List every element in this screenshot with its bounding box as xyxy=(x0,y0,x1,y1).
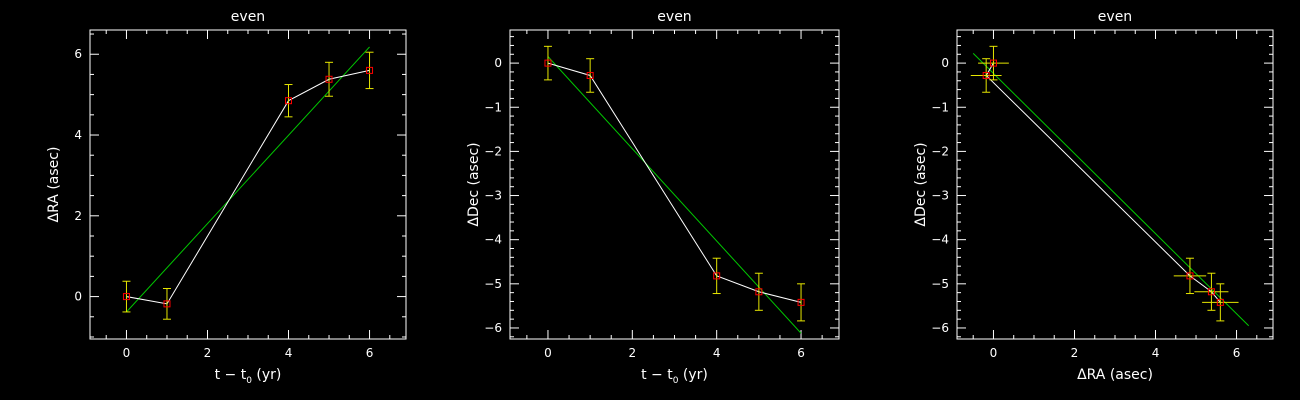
data-point-marker xyxy=(713,272,721,280)
y-tick-label: 6 xyxy=(74,47,82,61)
x-tick-label: 2 xyxy=(204,346,212,360)
chart-panel-1: even 0 2 4 6 0 2 4 6 t − t0 (yr) ΔRA (asec) xyxy=(46,9,407,386)
data-point-marker xyxy=(586,71,594,79)
y-tick-label: −2 xyxy=(484,144,502,158)
data-line xyxy=(547,62,802,303)
fit-line xyxy=(547,56,802,334)
chart-panel-2: even 0 2 4 6 0 −1 −2 −3 −4 −5 −6 t − t0 (yr) ΔDec (as… xyxy=(466,9,840,386)
y-tick-label: −4 xyxy=(484,233,502,247)
y-tick-label: −3 xyxy=(484,189,502,203)
x-tick-label: 2 xyxy=(629,346,637,360)
data-point-marker xyxy=(325,75,333,83)
data-point-marker xyxy=(366,66,374,74)
y-tick-label: −1 xyxy=(484,100,502,114)
x-tick-label: 4 xyxy=(1152,346,1160,360)
x-tick-label: 0 xyxy=(123,346,131,360)
chart-title: even xyxy=(1098,9,1132,25)
y-tick-label: −2 xyxy=(931,144,949,158)
y-tick-label: 0 xyxy=(494,56,502,70)
y-tick-label: −4 xyxy=(931,233,949,247)
data-line xyxy=(126,69,370,305)
fit-line xyxy=(972,53,1250,327)
x-tick-label: 6 xyxy=(1233,346,1241,360)
data-point-marker xyxy=(544,59,552,67)
y-axis-label: ΔDec (asec) xyxy=(466,142,482,226)
y-tick-label: 4 xyxy=(74,128,82,142)
y-tick-label: −5 xyxy=(484,277,502,291)
axes-frame xyxy=(89,29,407,340)
y-axis-label: ΔRA (asec) xyxy=(46,147,62,223)
x-tick-label: 2 xyxy=(1071,346,1079,360)
y-tick-label: −1 xyxy=(931,100,949,114)
x-tick-label: 6 xyxy=(366,346,374,360)
x-axis-label: t − t0 (yr) xyxy=(641,367,708,386)
axes-frame xyxy=(956,29,1274,340)
data-line xyxy=(985,62,1221,303)
data-point-marker xyxy=(989,59,997,67)
data-point-marker xyxy=(1216,298,1224,306)
x-tick-label: 0 xyxy=(990,346,998,360)
x-tick-label: 0 xyxy=(544,346,552,360)
data-point-marker xyxy=(163,300,171,308)
chart-panel-3: even 0 2 4 6 0 −1 −2 −3 −4 −5 −6 ΔRA (asec) ΔDec (ase… xyxy=(913,9,1274,383)
y-tick-label: 0 xyxy=(941,56,949,70)
data-point-marker xyxy=(122,293,130,301)
data-point-marker xyxy=(797,298,805,306)
x-tick-label: 6 xyxy=(797,346,805,360)
x-axis-label: ΔRA (asec) xyxy=(1077,367,1153,383)
data-point-marker xyxy=(1207,288,1215,296)
x-tick-label: 4 xyxy=(285,346,293,360)
data-point-marker xyxy=(982,71,990,79)
y-tick-label: 0 xyxy=(74,290,82,304)
fit-line xyxy=(126,46,370,313)
data-point-marker xyxy=(755,288,763,296)
y-axis-label: ΔDec (asec) xyxy=(913,142,929,226)
axes-frame xyxy=(509,29,840,340)
data-point-marker xyxy=(285,97,293,105)
y-tick-label: −6 xyxy=(931,321,949,335)
chart-title: even xyxy=(657,9,691,25)
y-tick-label: −5 xyxy=(931,277,949,291)
y-tick-label: −3 xyxy=(931,189,949,203)
x-tick-label: 4 xyxy=(713,346,721,360)
y-tick-label: −6 xyxy=(484,321,502,335)
y-tick-label: 2 xyxy=(74,209,82,223)
chart-title: even xyxy=(231,9,265,25)
data-point-marker xyxy=(1186,272,1194,280)
x-axis-label: t − t0 (yr) xyxy=(215,367,282,386)
